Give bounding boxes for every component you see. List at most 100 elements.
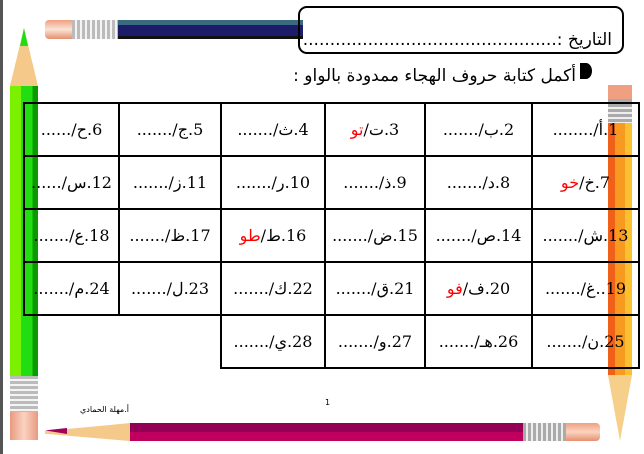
letter-label: 27.و/: [373, 332, 413, 351]
date-box: التاريخ :...............................…: [298, 6, 624, 54]
answer-blank[interactable]: .......: [337, 332, 374, 351]
answer-blank[interactable]: ......: [31, 173, 62, 192]
answer-blank[interactable]: .......: [546, 332, 582, 351]
answer-blank[interactable]: .......: [332, 226, 368, 245]
letter-cell[interactable]: 9.ذ/.......: [324, 155, 426, 210]
answer-blank[interactable]: .......: [235, 173, 272, 192]
letter-label: 4.ث/: [272, 120, 309, 139]
answer-text[interactable]: طو: [239, 226, 261, 245]
letter-cell[interactable]: 28.ي/.......: [220, 314, 326, 369]
answer-blank[interactable]: .......: [544, 279, 581, 298]
letter-cell[interactable]: 21.ق/.......: [324, 261, 426, 316]
letter-cell[interactable]: 7.خ/خو: [531, 155, 640, 210]
answer-blank[interactable]: .......: [446, 173, 483, 192]
letter-label: 8.د/: [482, 173, 511, 192]
letter-label: 25.ن/: [582, 332, 625, 351]
date-label: التاريخ :: [556, 30, 612, 50]
letter-cell[interactable]: 11.ز/.......: [118, 155, 222, 210]
letter-label: 22.ك/: [268, 279, 313, 298]
letter-cell[interactable]: 20.ف/فو: [424, 261, 533, 316]
letter-label: 12.س/: [61, 173, 112, 192]
letter-cell[interactable]: 3.ت/تو: [324, 102, 426, 157]
letter-cell[interactable]: 2.ب/.......: [424, 102, 533, 157]
letter-cell[interactable]: 14.ص/.......: [424, 208, 533, 263]
answer-blank[interactable]: ........: [552, 120, 594, 139]
answer-blank[interactable]: .......: [33, 226, 70, 245]
page-number: 1: [325, 398, 331, 407]
answer-blank[interactable]: .......: [233, 332, 270, 351]
answer-blank[interactable]: .......: [542, 226, 579, 245]
letter-label: 1.أ/: [593, 120, 619, 139]
letter-cell[interactable]: 15.ض/.......: [324, 208, 426, 263]
grid-row: 19..غ/....... 20.ف/فو 21.ق/....... 22.ك/...…: [23, 261, 640, 316]
letter-cell[interactable]: 10.ر/.......: [220, 155, 326, 210]
letter-cell[interactable]: 25.ن/.......: [531, 314, 640, 369]
answer-blank[interactable]: .......: [343, 173, 379, 192]
letter-label: 16.ط/: [260, 226, 307, 245]
letter-cell[interactable]: 27.و/.......: [324, 314, 426, 369]
letter-label: 6.ح/: [71, 120, 103, 139]
letter-cell[interactable]: 6.ح/......: [23, 102, 120, 157]
letter-label: 2.ب/: [478, 120, 515, 139]
letter-label: 17.ظ/: [164, 226, 211, 245]
page-edge: [0, 0, 3, 454]
letter-cell[interactable]: 8.د/.......: [424, 155, 533, 210]
grid-row: 25.ن/....... 26.هـ/....... 27.و/....... 28.…: [24, 314, 640, 369]
letter-label: 9.ذ/: [378, 173, 407, 192]
letter-cell[interactable]: 18.ع/.......: [23, 208, 120, 263]
letter-label: 21.ق/: [371, 279, 415, 298]
letter-cell[interactable]: 26.هـ/.......: [424, 314, 533, 369]
answer-blank[interactable]: .......: [33, 279, 69, 298]
answer-text[interactable]: تو: [350, 120, 364, 139]
letter-label: 28.ي/: [269, 332, 313, 351]
letter-cell[interactable]: 1.أ/........: [531, 102, 640, 157]
empty-cell: [24, 315, 119, 368]
letter-label: 19..غ/: [580, 279, 627, 298]
instruction-text: أكمل كتابة حروف الهجاء ممدودة بالواو :: [293, 66, 576, 86]
letter-label: 15.ض/: [367, 226, 418, 245]
letter-cell[interactable]: 5.ج/.......: [118, 102, 222, 157]
answer-blank[interactable]: .......: [237, 120, 273, 139]
answer-blank[interactable]: .......: [442, 120, 479, 139]
letter-label: 11.ز/: [168, 173, 208, 192]
letter-label: 18.ع/: [69, 226, 110, 245]
answer-blank[interactable]: .......: [438, 332, 475, 351]
grid-row: 1.أ/........ 2.ب/....... 3.ت/تو 4.ث/.......…: [23, 102, 640, 157]
author-name: أ.مهلة الحمادي: [80, 405, 129, 414]
letter-label: 26.هـ/: [474, 332, 519, 351]
letter-cell[interactable]: 22.ك/.......: [220, 261, 326, 316]
letter-cell[interactable]: 17.ظ/.......: [118, 208, 222, 263]
answer-blank[interactable]: .......: [435, 226, 472, 245]
answer-blank[interactable]: .......: [335, 279, 372, 298]
letter-label: 10.ر/: [271, 173, 311, 192]
letter-label: 23.ل/: [166, 279, 210, 298]
answer-text[interactable]: فو: [446, 279, 463, 298]
answer-blank[interactable]: .......: [132, 173, 169, 192]
letter-cell[interactable]: 23.ل/.......: [118, 261, 222, 316]
answer-blank[interactable]: .......: [129, 226, 165, 245]
answer-blank[interactable]: .......: [130, 279, 167, 298]
letter-cell[interactable]: 24.م/.......: [23, 261, 120, 316]
date-field[interactable]: ........................................…: [302, 30, 557, 50]
grid-row: 13.ش/....... 14.ص/....... 15.ض/....... 16.ط…: [23, 208, 640, 263]
answer-blank[interactable]: .......: [233, 279, 269, 298]
letter-label: 3.ت/: [363, 120, 400, 139]
empty-cell: [119, 315, 221, 368]
answer-blank[interactable]: .......: [136, 120, 173, 139]
letter-label: 20.ف/: [462, 279, 511, 298]
letter-label: 24.م/: [68, 279, 110, 298]
answer-text[interactable]: خو: [560, 173, 580, 192]
letter-label: 14.ص/: [471, 226, 522, 245]
answer-blank[interactable]: ......: [40, 120, 72, 139]
letter-cell[interactable]: 19..غ/.......: [531, 261, 640, 316]
grid-row: 7.خ/خو 8.د/....... 9.ذ/....... 10.ر/.......…: [23, 155, 640, 210]
letter-cell[interactable]: 13.ش/.......: [531, 208, 640, 263]
letter-label: 7.خ/: [579, 173, 611, 192]
letter-cell[interactable]: 12.س/......: [23, 155, 120, 210]
letter-label: 5.ج/: [172, 120, 204, 139]
letter-cell[interactable]: 16.ط/طو: [220, 208, 326, 263]
letter-label: 13.ش/: [578, 226, 629, 245]
blue-pencil-decoration: [45, 20, 303, 39]
bullet-icon: [580, 63, 592, 79]
letter-cell[interactable]: 4.ث/.......: [220, 102, 326, 157]
